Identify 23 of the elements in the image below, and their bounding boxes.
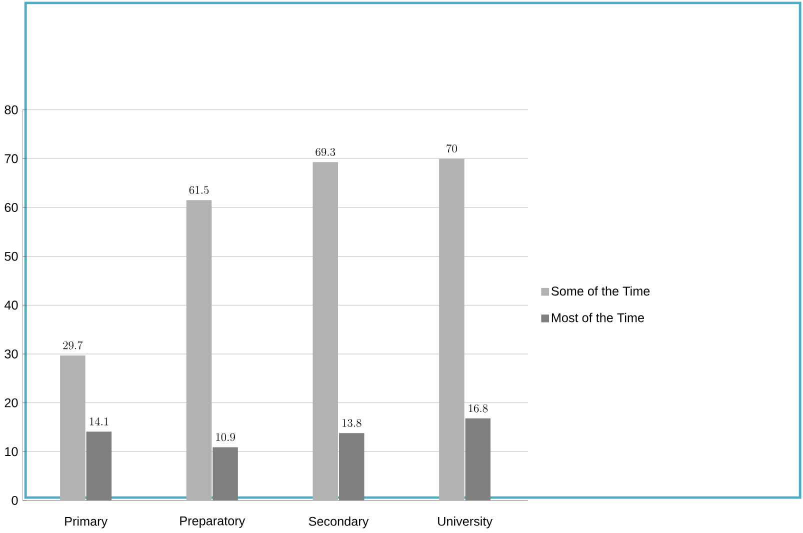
x-tick-label: Secondary — [308, 516, 369, 529]
y-tick-label: 70 — [4, 154, 18, 164]
y-tick-label: 30 — [4, 350, 18, 359]
y-tick-label: 20 — [4, 398, 18, 408]
data-label: 10.9 — [216, 433, 235, 442]
y-tick-label: 0 — [12, 496, 18, 506]
y-tick-label: 10 — [5, 447, 18, 456]
legend-label: Most of the Time — [552, 313, 644, 322]
y-tick-label: 60 — [4, 203, 18, 212]
x-tick-label: Preparatory — [180, 516, 246, 528]
legend-label: Some of the Time — [552, 286, 650, 296]
x-tick-label: Primary — [65, 516, 108, 529]
data-label: 16.8 — [468, 404, 488, 413]
data-label: 69.3 — [316, 148, 336, 156]
data-label: 14. 1 — [90, 418, 108, 426]
y-tick-label: 80 — [4, 106, 18, 115]
data-label: 13.8 — [342, 419, 362, 428]
data-label: 70 — [446, 144, 457, 153]
data-label: 61 .5 — [189, 186, 209, 194]
x-tick-label: University — [438, 516, 493, 529]
y-tick-label: 50 — [4, 252, 18, 262]
y-tick-label: 40 — [4, 300, 18, 310]
data-label: 29.7 — [63, 341, 83, 350]
